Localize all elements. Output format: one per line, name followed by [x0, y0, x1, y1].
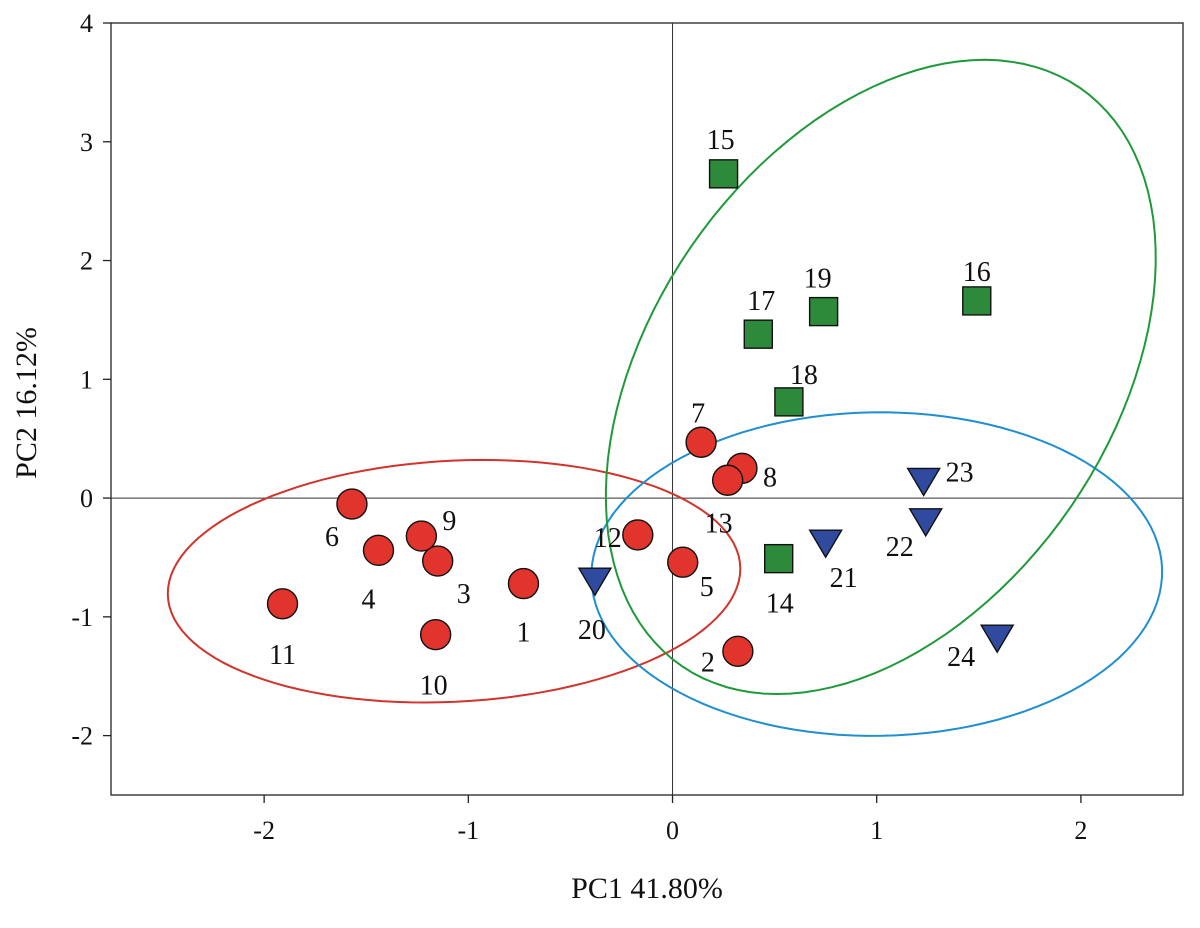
point-label-23: 23 — [946, 457, 974, 488]
x-tick-label: 2 — [1074, 816, 1087, 845]
point-label-14: 14 — [766, 589, 794, 620]
ellipse-group-blue — [590, 411, 1164, 737]
point-3 — [422, 545, 454, 577]
point-label-7: 7 — [691, 398, 705, 429]
point-label-2: 2 — [701, 647, 715, 678]
point-18 — [774, 387, 804, 417]
point-label-24: 24 — [947, 642, 975, 673]
point-label-4: 4 — [361, 584, 375, 615]
point-label-22: 22 — [886, 532, 914, 563]
point-label-11: 11 — [269, 640, 296, 671]
y-axis-title: PC2 16.12% — [10, 327, 43, 479]
y-tick-label: 2 — [80, 247, 93, 276]
y-tick-label: -1 — [71, 603, 93, 632]
confidence-ellipses — [166, 58, 1164, 737]
point-17 — [743, 319, 773, 349]
point-label-18: 18 — [790, 360, 818, 391]
y-tick-label: -2 — [71, 722, 93, 751]
point-11 — [266, 588, 299, 620]
point-label-15: 15 — [707, 125, 735, 156]
point-label-19: 19 — [804, 264, 832, 295]
data-points — [266, 159, 1015, 667]
point-2 — [722, 635, 754, 667]
point-13 — [711, 464, 744, 496]
y-tick-label: 4 — [80, 9, 93, 38]
point-20 — [577, 567, 613, 597]
x-tick-label: -2 — [253, 816, 275, 845]
point-23 — [906, 467, 941, 497]
y-tick-label: 3 — [80, 128, 93, 157]
ellipse-group-red — [166, 458, 742, 704]
point-1 — [507, 567, 540, 600]
point-label-5: 5 — [700, 572, 714, 603]
y-tick-label: 1 — [80, 365, 93, 394]
point-label-16: 16 — [963, 257, 991, 288]
point-label-1: 1 — [516, 618, 530, 649]
point-label-13: 13 — [705, 508, 733, 539]
point-14 — [764, 543, 794, 574]
point-21 — [808, 529, 843, 559]
point-24 — [979, 624, 1015, 654]
ellipse-group-green — [604, 58, 1157, 696]
point-19 — [808, 296, 839, 327]
point-5 — [667, 546, 699, 578]
point-label-10: 10 — [420, 671, 448, 702]
point-label-21: 21 — [830, 563, 858, 594]
point-6 — [336, 488, 368, 520]
x-axis-title: PC1 41.80% — [571, 872, 723, 905]
point-label-12: 12 — [594, 523, 622, 554]
x-tick-label: 0 — [666, 816, 679, 845]
point-label-17: 17 — [747, 286, 775, 317]
point-label-6: 6 — [325, 522, 339, 553]
point-label-8: 8 — [763, 462, 777, 493]
point-label-20: 20 — [578, 615, 606, 646]
reference-lines — [111, 23, 1183, 795]
y-tick-label: 0 — [80, 484, 93, 513]
point-7 — [685, 426, 717, 458]
x-tick-label: 1 — [870, 816, 883, 845]
point-16 — [962, 286, 992, 316]
point-10 — [419, 618, 452, 651]
x-tick-label: -1 — [457, 816, 479, 845]
point-22 — [908, 508, 943, 538]
point-12 — [622, 519, 654, 551]
point-label-3: 3 — [457, 579, 471, 610]
point-4 — [362, 534, 395, 567]
plot-area-frame — [110, 22, 1184, 796]
point-9 — [405, 520, 438, 552]
point-label-9: 9 — [442, 506, 456, 537]
point-15 — [708, 159, 739, 189]
